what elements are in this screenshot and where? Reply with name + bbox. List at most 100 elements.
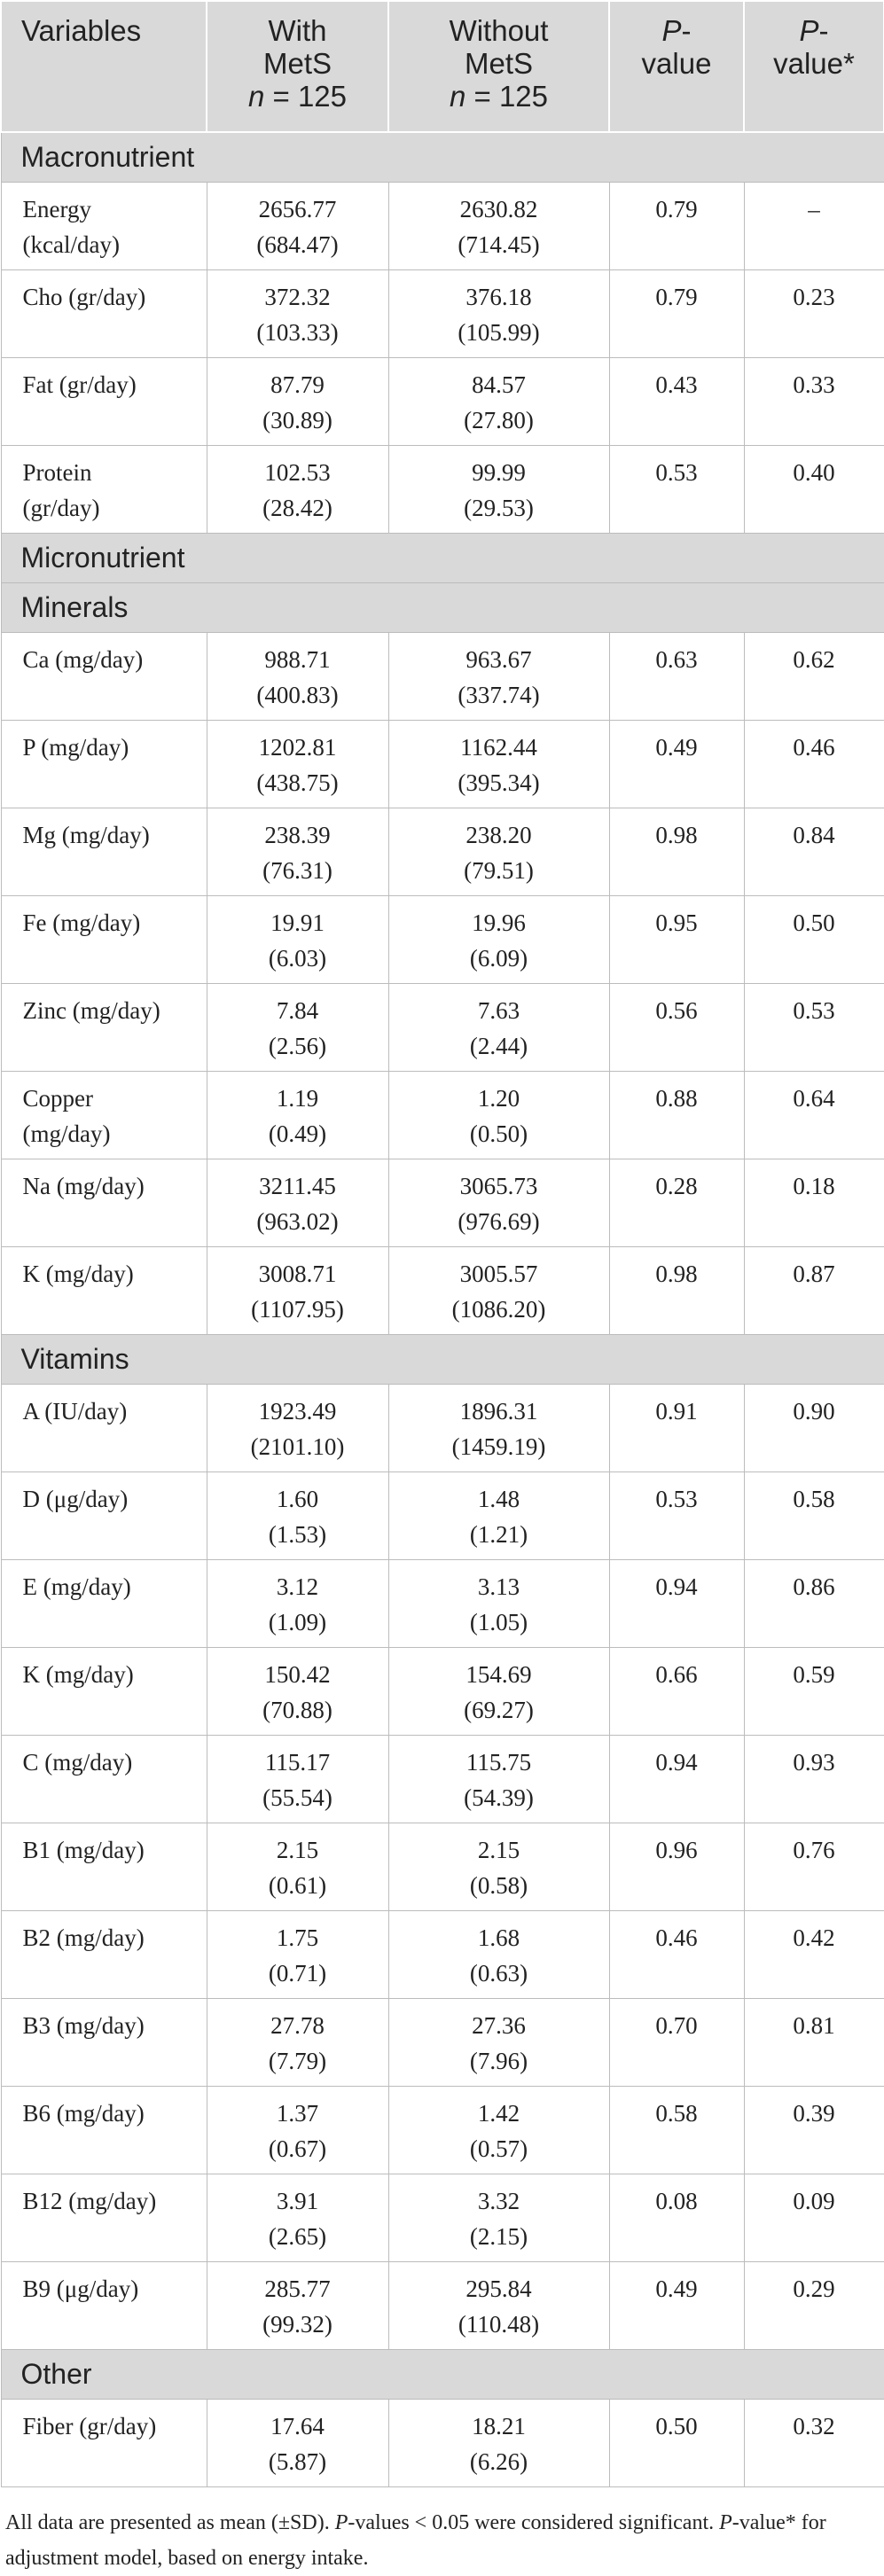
footnote-p-symbol-2: P bbox=[719, 2510, 732, 2534]
header-with-n-value: = 125 bbox=[264, 80, 348, 113]
with-mets-cell: 285.77 (99.32) bbox=[206, 2260, 389, 2350]
without-mets-cell: 376.18 (105.99) bbox=[387, 269, 610, 358]
header-without-n-value: = 125 bbox=[465, 80, 549, 113]
with-mets-mean: 7.84 bbox=[276, 996, 319, 1024]
variable-name: K (mg/day) bbox=[22, 1660, 134, 1688]
variable-unit: (mg/day) bbox=[22, 1120, 111, 1147]
variable-name: B1 (mg/day) bbox=[22, 1836, 145, 1863]
table-row: Ca (mg/day) 988.71 (400.83) 963.67 (337.74) 0… bbox=[0, 631, 884, 721]
without-mets-cell: 3.13 (1.05) bbox=[387, 1558, 610, 1648]
with-mets-cell: 27.78 (7.79) bbox=[206, 1997, 389, 2087]
with-mets-mean: 115.17 bbox=[264, 1748, 331, 1776]
p-value-cell: 0.94 bbox=[608, 1558, 745, 1648]
table-row: K (mg/day) 3008.71 (1107.95) 3005.57 (1086.2… bbox=[0, 1245, 884, 1335]
p-value-adjusted-cell: 0.58 bbox=[743, 1471, 884, 1560]
table-row: C (mg/day) 115.17 (55.54) 115.75 (54.39) 0.94… bbox=[0, 1734, 884, 1823]
without-mets-mean: 3005.57 bbox=[459, 1260, 538, 1287]
variable-cell: B2 (mg/day) bbox=[0, 1909, 207, 1999]
p-value-cell: 0.56 bbox=[608, 982, 745, 1072]
with-mets-cell: 87.79 (30.89) bbox=[206, 356, 389, 446]
with-mets-sd: (1.09) bbox=[268, 1608, 327, 1635]
without-mets-sd: (7.96) bbox=[469, 2047, 528, 2074]
without-mets-mean: 1.42 bbox=[477, 2099, 520, 2127]
variable-cell: P (mg/day) bbox=[0, 719, 207, 808]
variable-name: B3 (mg/day) bbox=[22, 2011, 145, 2039]
without-mets-sd: (69.27) bbox=[464, 1696, 534, 1723]
section-row: Minerals bbox=[0, 582, 884, 633]
variable-cell: Mg (mg/day) bbox=[0, 807, 207, 896]
without-mets-sd: (110.48) bbox=[458, 2310, 540, 2338]
without-mets-cell: 1.68 (0.63) bbox=[387, 1909, 610, 1999]
with-mets-cell: 1.60 (1.53) bbox=[206, 1471, 389, 1560]
nutrient-intake-table: Variables With MetS n = 125 Without MetS… bbox=[0, 0, 884, 2487]
header-padj-line1: P- bbox=[752, 14, 876, 47]
p-value-cell: 0.96 bbox=[608, 1822, 745, 1911]
variable-name: B2 (mg/day) bbox=[22, 1924, 145, 1951]
with-mets-mean: 17.64 bbox=[270, 2412, 325, 2439]
p-value-adjusted-cell: 0.76 bbox=[743, 1822, 884, 1911]
p-value-cell: 0.58 bbox=[608, 2085, 745, 2174]
without-mets-mean: 84.57 bbox=[472, 371, 526, 398]
header-padj-symbol: P bbox=[799, 14, 819, 47]
p-value-adjusted-cell: 0.62 bbox=[743, 631, 884, 721]
without-mets-mean: 1.48 bbox=[477, 1485, 520, 1512]
without-mets-cell: 1162.44 (395.34) bbox=[387, 719, 610, 808]
without-mets-sd: (6.26) bbox=[469, 2447, 528, 2475]
without-mets-mean: 3.32 bbox=[477, 2187, 520, 2214]
variable-name: B9 (μg/day) bbox=[22, 2275, 139, 2302]
variable-cell: C (mg/day) bbox=[0, 1734, 207, 1823]
p-value-cell: 0.53 bbox=[608, 1471, 745, 1560]
with-mets-sd: (0.67) bbox=[268, 2135, 327, 2162]
without-mets-sd: (0.63) bbox=[469, 1959, 528, 1987]
variable-cell: K (mg/day) bbox=[0, 1245, 207, 1335]
section-title: Vitamins bbox=[0, 1333, 884, 1385]
with-mets-mean: 87.79 bbox=[270, 371, 325, 398]
without-mets-cell: 18.21 (6.26) bbox=[387, 2398, 610, 2487]
with-mets-sd: (103.33) bbox=[256, 318, 339, 346]
table-row: A (IU/day) 1923.49 (2101.10) 1896.31 (1459.1… bbox=[0, 1383, 884, 1472]
without-mets-cell: 154.69 (69.27) bbox=[387, 1646, 610, 1736]
table-body: Macronutrient Energy (kcal/day) 2656.77 (684… bbox=[0, 131, 884, 2487]
p-value-cell: 0.28 bbox=[608, 1158, 745, 1247]
p-value-cell: 0.79 bbox=[608, 269, 745, 358]
table-row: E (mg/day) 3.12 (1.09) 3.13 (1.05) 0.94 0.86 bbox=[0, 1558, 884, 1648]
table-row: Energy (kcal/day) 2656.77 (684.47) 2630.82 (7… bbox=[0, 181, 884, 270]
with-mets-cell: 3.91 (2.65) bbox=[206, 2173, 389, 2262]
variable-cell: A (IU/day) bbox=[0, 1383, 207, 1472]
table-row: B6 (mg/day) 1.37 (0.67) 1.42 (0.57) 0.58 0.39 bbox=[0, 2085, 884, 2174]
variable-name: Fe (mg/day) bbox=[22, 909, 141, 936]
p-value-cell: 0.88 bbox=[608, 1070, 745, 1159]
p-value-adjusted-cell: 0.23 bbox=[743, 269, 884, 358]
header-with-n-symbol: n bbox=[247, 80, 265, 113]
p-value-adjusted-cell: 0.29 bbox=[743, 2260, 884, 2350]
footnote-part1: All data are presented as mean (±SD). bbox=[5, 2510, 335, 2534]
p-value-adjusted-cell: 0.86 bbox=[743, 1558, 884, 1648]
header-without-n-symbol: n bbox=[449, 80, 466, 113]
without-mets-sd: (976.69) bbox=[458, 1207, 540, 1235]
with-mets-cell: 1202.81 (438.75) bbox=[206, 719, 389, 808]
variable-name: Protein bbox=[22, 458, 92, 486]
p-value-adjusted-cell: 0.50 bbox=[743, 894, 884, 984]
variable-cell: Protein (gr/day) bbox=[0, 444, 207, 534]
with-mets-mean: 3211.45 bbox=[259, 1172, 336, 1199]
with-mets-cell: 2656.77 (684.47) bbox=[206, 181, 389, 270]
with-mets-sd: (6.03) bbox=[268, 944, 327, 972]
section-title: Macronutrient bbox=[0, 131, 884, 183]
p-value-adjusted-cell: 0.33 bbox=[743, 356, 884, 446]
p-value-adjusted-cell: 0.81 bbox=[743, 1997, 884, 2087]
p-value-cell: 0.63 bbox=[608, 631, 745, 721]
p-value-cell: 0.49 bbox=[608, 2260, 745, 2350]
without-mets-sd: (714.45) bbox=[458, 230, 540, 258]
without-mets-cell: 7.63 (2.44) bbox=[387, 982, 610, 1072]
header-variables-label: Variables bbox=[21, 14, 142, 47]
p-value-adjusted-cell: 0.93 bbox=[743, 1734, 884, 1823]
with-mets-mean: 238.39 bbox=[264, 821, 331, 848]
header-p-dash: - bbox=[681, 14, 692, 47]
without-mets-sd: (0.58) bbox=[469, 1871, 528, 1899]
with-mets-sd: (2.56) bbox=[268, 1032, 327, 1059]
header-with-line2: MetS bbox=[262, 47, 332, 80]
variable-cell: Fiber (gr/day) bbox=[0, 2398, 207, 2487]
without-mets-mean: 7.63 bbox=[477, 996, 520, 1024]
without-mets-mean: 376.18 bbox=[465, 283, 532, 310]
p-value-adjusted-cell: 0.87 bbox=[743, 1245, 884, 1335]
